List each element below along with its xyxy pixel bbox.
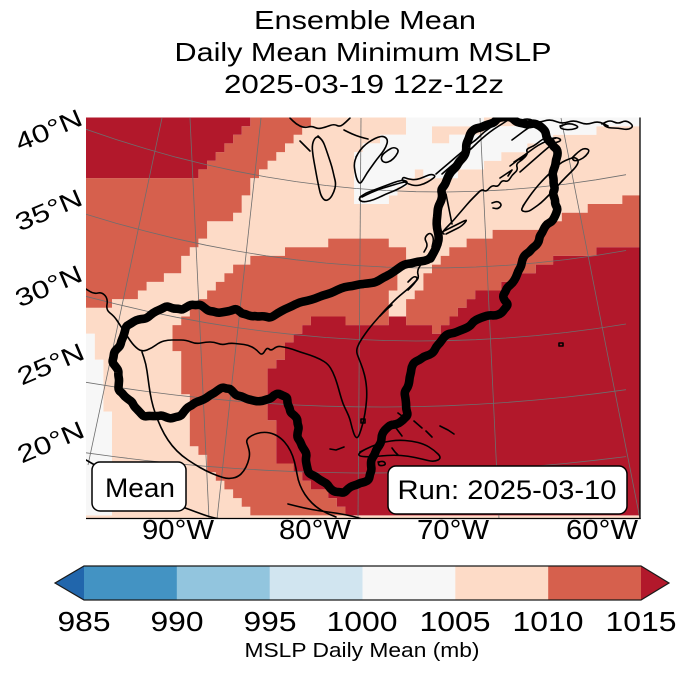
svg-text:MSLP Daily Mean (mb): MSLP Daily Mean (mb) [245,640,480,662]
svg-text:80°W: 80°W [279,514,352,545]
svg-text:70°W: 70°W [417,514,490,545]
svg-text:2025-03-19 12z-12z: 2025-03-19 12z-12z [224,69,504,99]
svg-text:Daily Mean Minimum MSLP: Daily Mean Minimum MSLP [175,37,552,67]
svg-text:990: 990 [151,606,204,637]
svg-text:1015: 1015 [606,606,677,637]
svg-text:Ensemble Mean: Ensemble Mean [254,5,476,35]
svg-text:1005: 1005 [420,606,491,637]
svg-text:90°W: 90°W [142,514,215,545]
svg-text:1010: 1010 [513,606,584,637]
svg-text:Run: 2025-03-10: Run: 2025-03-10 [398,475,617,505]
svg-text:1000: 1000 [327,606,398,637]
svg-text:985: 985 [58,606,111,637]
svg-text:995: 995 [244,606,297,637]
svg-text:60°W: 60°W [566,514,639,545]
svg-text:Mean: Mean [105,473,175,503]
